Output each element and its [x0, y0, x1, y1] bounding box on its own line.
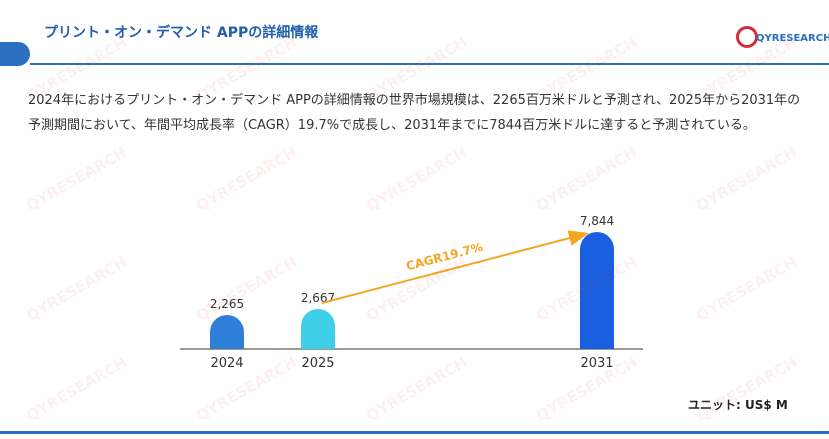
- unit-label: ユニット: US$ M: [688, 398, 788, 412]
- logo-text: QYRESEARCH: [756, 33, 829, 44]
- value-label-2024: 2,265: [210, 297, 244, 311]
- category-label-2031: 2031: [580, 356, 613, 371]
- category-label-2025: 2025: [301, 356, 334, 371]
- logo-icon: [736, 26, 758, 48]
- header: プリント・オン・デマンド APPの詳細情報 QYRESEARCH: [0, 0, 829, 70]
- header-divider: [30, 63, 829, 65]
- qyresearch-logo: QYRESEARCH: [736, 24, 829, 54]
- value-label-2025: 2,667: [301, 291, 335, 305]
- bar-2025: [301, 309, 335, 349]
- bar-2024: [210, 315, 244, 349]
- footer-divider: [0, 431, 829, 434]
- header-tab-accent: [0, 42, 30, 66]
- bar-2031: [580, 232, 614, 349]
- category-label-2024: 2024: [210, 356, 243, 371]
- cagr-arrow: [321, 230, 589, 304]
- market-description: 2024年におけるプリント・オン・デマンド APPの詳細情報の世界市場規模は、2…: [28, 93, 801, 133]
- page-title: プリント・オン・デマンド APPの詳細情報: [44, 25, 319, 41]
- cagr-label: CAGR19.7%: [405, 240, 485, 274]
- value-label-2031: 7,844: [580, 214, 614, 228]
- market-size-chart: 2,265 2024 2,667 2025 7,844 2031 CAGR19.7%: [180, 214, 643, 371]
